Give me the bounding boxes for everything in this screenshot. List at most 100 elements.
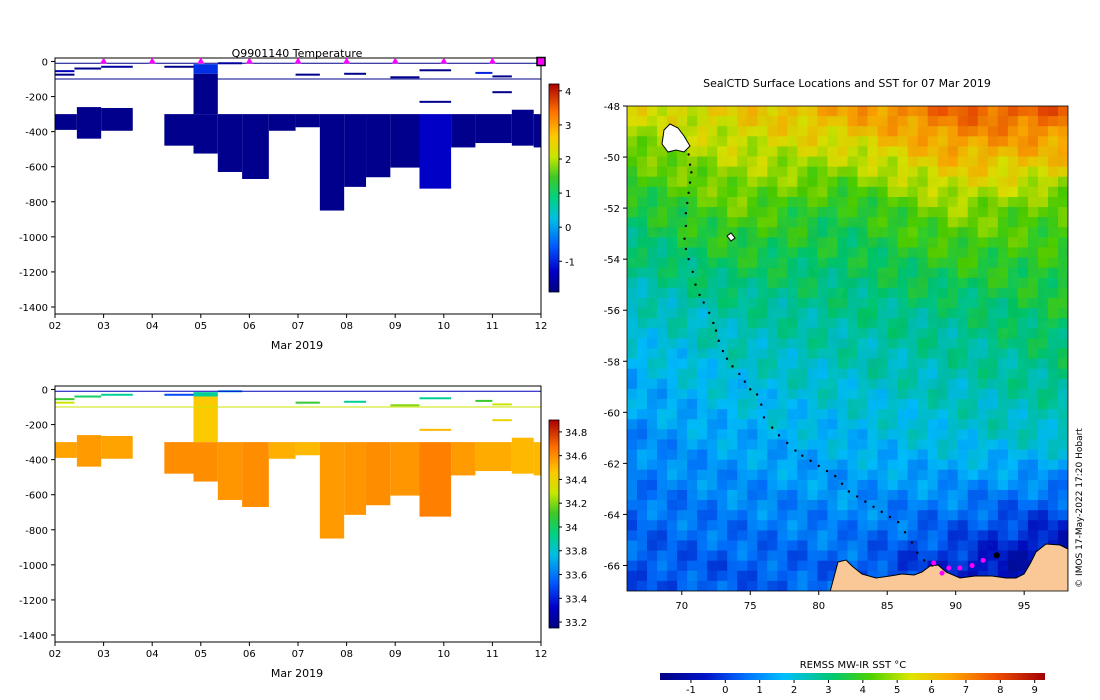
sst-cell: [797, 368, 809, 380]
sst-colorbar-tick-label: 6: [928, 685, 934, 696]
sst-cell: [787, 257, 798, 269]
sst-cell: [647, 308, 658, 319]
sst-cell: [687, 439, 698, 451]
sst-cell: [917, 156, 929, 168]
sst-cell: [887, 399, 899, 410]
kerguelen-island: [661, 123, 691, 153]
track-point: [714, 329, 718, 332]
sst-cell: [1047, 530, 1059, 542]
sst-cell: [737, 328, 748, 339]
sst-cell: [697, 388, 708, 400]
sst-cell: [1047, 247, 1059, 259]
sst-cell: [1057, 419, 1068, 430]
sst-cell: [1047, 126, 1059, 137]
sst-cell: [667, 560, 678, 572]
sst-cell: [757, 580, 768, 591]
sst-cell: [887, 510, 899, 521]
sst-cell: [957, 328, 969, 339]
sst-cell: [917, 257, 929, 269]
sst-cell: [657, 580, 668, 591]
sst-cell: [707, 510, 718, 521]
sst-cell: [847, 297, 859, 309]
sst-cell: [767, 106, 778, 117]
sst-cell: [647, 217, 658, 228]
sst-cell: [907, 257, 919, 269]
sst-cell: [637, 358, 648, 370]
sst-cell: [737, 217, 748, 228]
sst-cell: [1007, 469, 1019, 481]
sst-cell: [927, 106, 939, 117]
sst-cell: [887, 560, 899, 572]
sst-cell: [907, 449, 919, 461]
sst-cell: [1017, 287, 1029, 299]
sst-cell: [837, 358, 849, 370]
sst-cell: [727, 520, 738, 531]
sst-cell: [757, 308, 768, 319]
sst-cell: [927, 186, 939, 198]
sst-cell: [967, 358, 979, 370]
sst-cell: [867, 136, 879, 148]
profile-cell: [242, 442, 269, 507]
sst-cell: [867, 217, 879, 228]
sst-cell: [837, 459, 849, 471]
sst-cell: [947, 318, 959, 329]
sst-cell: [777, 489, 788, 501]
sst-cell: [937, 207, 949, 218]
y-tick-label: -400: [25, 456, 48, 467]
sst-cell: [707, 116, 718, 127]
sst-cell: [777, 388, 788, 400]
sst-cell: [747, 297, 758, 309]
sst-cell: [917, 419, 929, 430]
sst-cell: [827, 510, 839, 521]
sst-cell: [657, 560, 668, 572]
sst-cell: [677, 489, 688, 501]
sst-cell: [857, 257, 869, 269]
sst-cell: [747, 186, 758, 198]
sst-cell: [987, 540, 999, 552]
sst-cell: [917, 429, 929, 441]
sst-cell: [867, 318, 879, 329]
sst-cell: [977, 378, 989, 390]
sst-cell: [987, 388, 999, 400]
sst-cell: [697, 459, 708, 471]
sst-cell: [687, 176, 698, 188]
sst-cell: [627, 540, 638, 552]
sst-cell: [1057, 439, 1068, 451]
sst-cell: [957, 267, 969, 279]
sst-cell: [947, 237, 959, 249]
sst-cell: [947, 348, 959, 360]
sst-cell: [887, 338, 899, 350]
sst-cell: [677, 409, 688, 420]
sst-cell: [807, 136, 819, 148]
sst-cell: [647, 550, 658, 562]
sst-cell: [827, 156, 839, 168]
sst-cell: [977, 267, 989, 279]
sst-cell: [837, 287, 849, 299]
sst-cell: [907, 368, 919, 380]
sst-cell: [627, 196, 638, 208]
sst-cell: [937, 449, 949, 461]
sst-cell: [767, 328, 778, 339]
sst-cell: [627, 459, 638, 471]
sst-cell: [847, 126, 859, 137]
sst-cell: [737, 247, 748, 259]
sst-cell: [1037, 429, 1049, 441]
sst-cell: [667, 469, 678, 481]
sst-cell: [1057, 449, 1068, 461]
sst-cell: [947, 267, 959, 279]
sst-cell: [697, 419, 708, 430]
sst-cell: [727, 530, 738, 542]
sst-cell: [697, 156, 708, 168]
sst-cell: [667, 287, 678, 299]
sst-cell: [717, 237, 728, 249]
sst-cell: [1057, 479, 1068, 491]
sst-cell: [807, 540, 819, 552]
sst-cell: [737, 580, 748, 591]
profile-cell: [533, 114, 541, 148]
sst-cell: [877, 520, 889, 531]
sst-cell: [897, 399, 909, 410]
sst-cell: [887, 348, 899, 360]
sst-cell: [777, 338, 788, 350]
sst-cell: [627, 146, 638, 158]
